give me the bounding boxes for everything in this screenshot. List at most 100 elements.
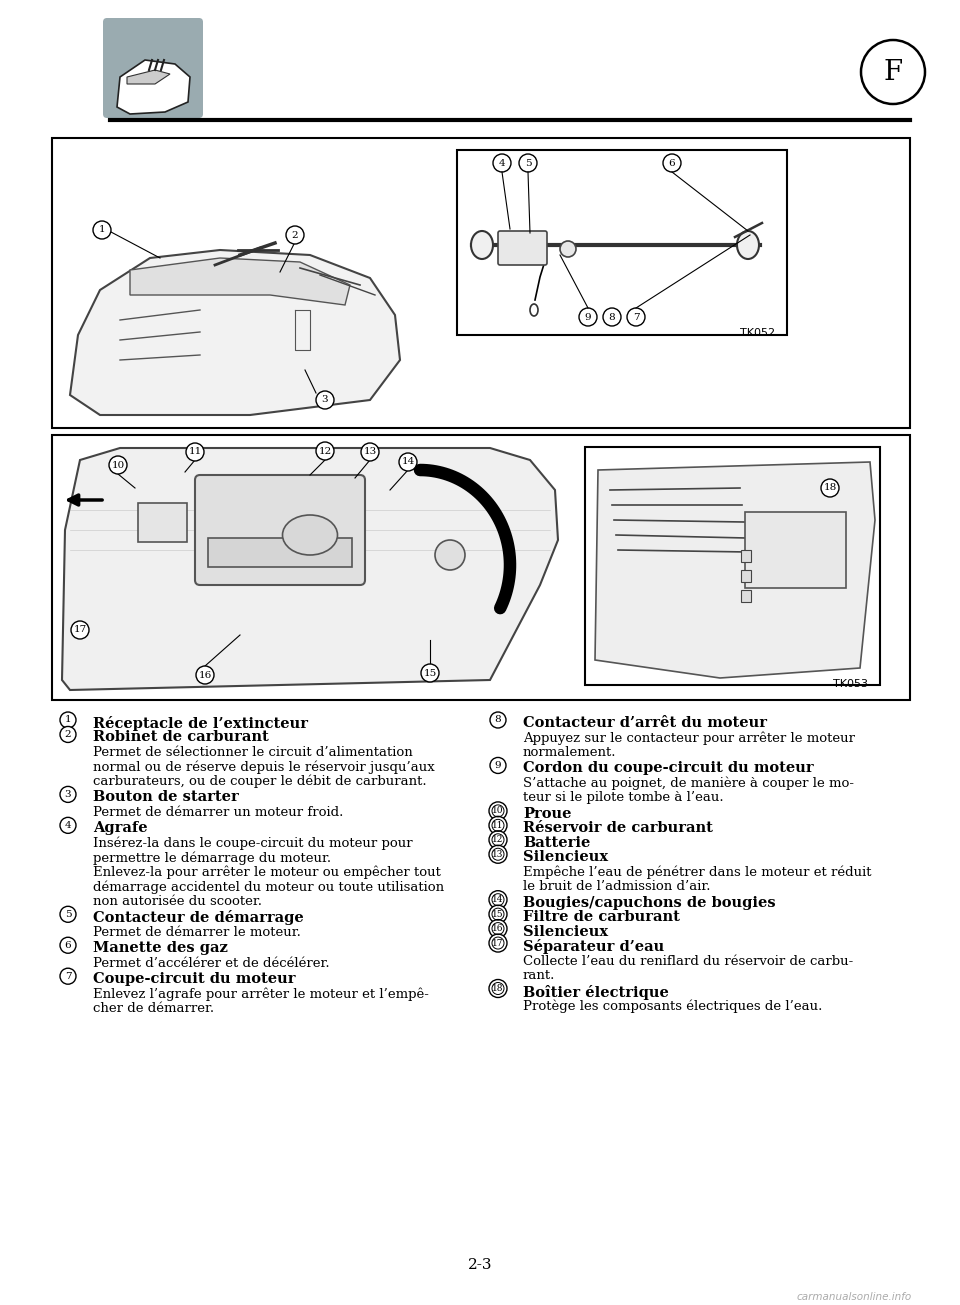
Circle shape — [71, 621, 89, 639]
Text: 4: 4 — [64, 821, 71, 830]
Text: Cordon du coupe-circuit du moteur: Cordon du coupe-circuit du moteur — [523, 761, 814, 775]
Text: Protège les composants électriques de l’eau.: Protège les composants électriques de l’… — [523, 1000, 823, 1014]
FancyBboxPatch shape — [138, 502, 187, 542]
Circle shape — [60, 727, 76, 743]
Text: Enlevez l’agrafe pour arrêter le moteur et l’empê-: Enlevez l’agrafe pour arrêter le moteur … — [93, 988, 429, 1001]
Text: Silencieux: Silencieux — [523, 925, 608, 938]
Text: Batterie: Batterie — [523, 835, 590, 850]
Circle shape — [60, 713, 76, 728]
Text: 6: 6 — [64, 941, 71, 950]
Text: 10: 10 — [111, 461, 125, 470]
FancyBboxPatch shape — [745, 512, 846, 589]
Circle shape — [435, 540, 465, 570]
Text: 16: 16 — [492, 924, 504, 933]
Text: 12: 12 — [319, 446, 331, 455]
Text: 15: 15 — [423, 668, 437, 677]
Circle shape — [489, 891, 507, 908]
Ellipse shape — [471, 231, 493, 258]
Text: 7: 7 — [633, 312, 639, 321]
Circle shape — [579, 308, 597, 326]
FancyBboxPatch shape — [741, 590, 751, 602]
Text: TK053: TK053 — [833, 679, 868, 689]
Text: 16: 16 — [199, 671, 211, 680]
Circle shape — [490, 713, 506, 728]
Text: Proue: Proue — [523, 806, 571, 821]
Text: 7: 7 — [64, 972, 71, 980]
Circle shape — [60, 937, 76, 953]
Circle shape — [861, 40, 925, 104]
Text: 14: 14 — [492, 895, 504, 904]
Text: carburateurs, ou de couper le débit de carburant.: carburateurs, ou de couper le débit de c… — [93, 775, 426, 788]
Text: 12: 12 — [492, 835, 504, 844]
Circle shape — [109, 455, 127, 474]
Text: Agrafe: Agrafe — [93, 821, 148, 835]
Text: Permet de démarrer le moteur.: Permet de démarrer le moteur. — [93, 925, 300, 938]
Text: 9: 9 — [494, 761, 501, 770]
Circle shape — [489, 934, 507, 953]
Text: Bougies/capuchons de bougies: Bougies/capuchons de bougies — [523, 895, 776, 910]
Text: Réceptacle de l’extincteur: Réceptacle de l’extincteur — [93, 716, 308, 731]
Text: Manette des gaz: Manette des gaz — [93, 941, 228, 955]
Text: le bruit de l’admission d’air.: le bruit de l’admission d’air. — [523, 880, 710, 893]
Text: 11: 11 — [492, 821, 504, 830]
Text: non autorisée du scooter.: non autorisée du scooter. — [93, 895, 262, 908]
Text: Robinet de carburant: Robinet de carburant — [93, 731, 269, 744]
FancyBboxPatch shape — [208, 538, 352, 566]
Text: permettre le démarrage du moteur.: permettre le démarrage du moteur. — [93, 851, 331, 865]
Circle shape — [519, 154, 537, 172]
Text: démarrage accidentel du moteur ou toute utilisation: démarrage accidentel du moteur ou toute … — [93, 881, 444, 894]
Polygon shape — [595, 462, 875, 679]
Polygon shape — [130, 258, 350, 305]
Circle shape — [560, 241, 576, 257]
Circle shape — [663, 154, 681, 172]
Text: Collecte l’eau du reniflard du réservoir de carbu-: Collecte l’eau du reniflard du réservoir… — [523, 954, 853, 967]
Circle shape — [60, 787, 76, 803]
Text: 11: 11 — [188, 448, 202, 457]
Text: rant.: rant. — [523, 970, 556, 981]
Polygon shape — [62, 448, 558, 690]
Text: 13: 13 — [364, 448, 376, 457]
Circle shape — [316, 392, 334, 408]
Circle shape — [60, 906, 76, 923]
Text: carmanualsonline.info: carmanualsonline.info — [797, 1292, 912, 1302]
Circle shape — [489, 817, 507, 834]
Circle shape — [490, 757, 506, 774]
Circle shape — [603, 308, 621, 326]
Text: Boîtier électrique: Boîtier électrique — [523, 984, 669, 1000]
Text: Contacteur d’arrêt du moteur: Contacteur d’arrêt du moteur — [523, 716, 767, 729]
Text: normalement.: normalement. — [523, 746, 616, 760]
FancyBboxPatch shape — [195, 475, 365, 585]
Text: S’attache au poignet, de manière à couper le mo-: S’attache au poignet, de manière à coupe… — [523, 776, 854, 791]
Text: Réservoir de carburant: Réservoir de carburant — [523, 821, 713, 835]
Text: F: F — [883, 59, 902, 86]
Text: 14: 14 — [401, 458, 415, 466]
Polygon shape — [127, 70, 170, 84]
Circle shape — [361, 442, 379, 461]
Circle shape — [421, 664, 439, 683]
Text: 9: 9 — [585, 312, 591, 321]
Circle shape — [489, 906, 507, 923]
Circle shape — [186, 442, 204, 461]
Circle shape — [196, 666, 214, 684]
Text: Enlevez-la pour arrêter le moteur ou empêcher tout: Enlevez-la pour arrêter le moteur ou emp… — [93, 865, 441, 880]
Text: Contacteur de démarrage: Contacteur de démarrage — [93, 911, 303, 925]
FancyBboxPatch shape — [585, 448, 880, 685]
Circle shape — [489, 801, 507, 820]
Text: 13: 13 — [492, 850, 504, 859]
Circle shape — [60, 968, 76, 984]
Text: Appuyez sur le contacteur pour arrêter le moteur: Appuyez sur le contacteur pour arrêter l… — [523, 731, 855, 745]
Text: 8: 8 — [494, 715, 501, 724]
Ellipse shape — [737, 231, 759, 258]
Text: Bouton de starter: Bouton de starter — [93, 791, 239, 804]
Text: 18: 18 — [824, 483, 836, 492]
Text: 5: 5 — [64, 910, 71, 919]
Text: 2-3: 2-3 — [468, 1258, 492, 1272]
Circle shape — [821, 479, 839, 497]
Text: 1: 1 — [99, 226, 106, 235]
Text: 6: 6 — [669, 158, 675, 167]
Text: 3: 3 — [64, 790, 71, 799]
Text: Séparateur d’eau: Séparateur d’eau — [523, 940, 664, 954]
Circle shape — [489, 980, 507, 997]
Polygon shape — [117, 60, 190, 114]
Circle shape — [60, 817, 76, 834]
